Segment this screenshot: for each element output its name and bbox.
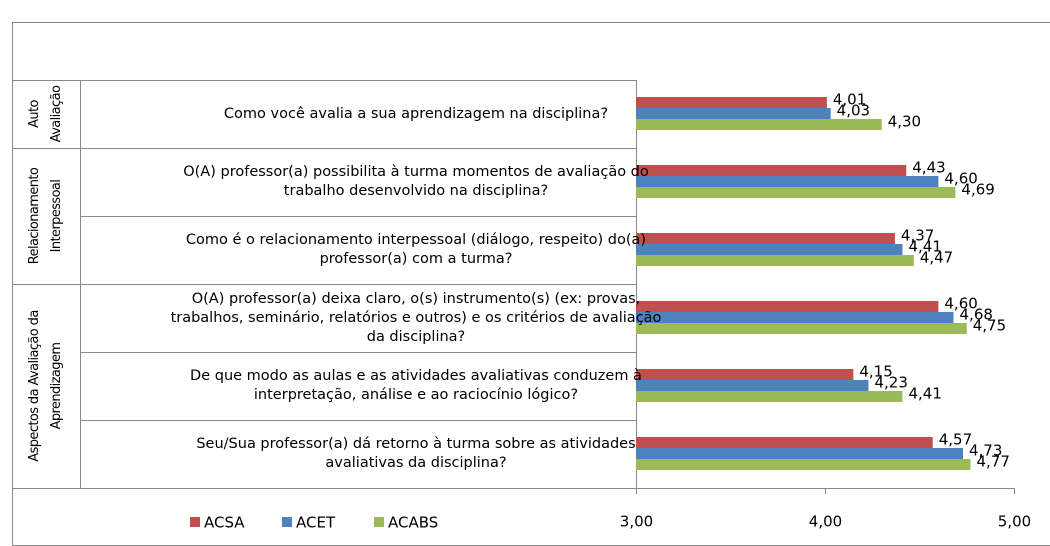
data-label: 4,68 [960,306,993,324]
bar [636,448,963,459]
category-label: O(A) professor(a) possibilita à turma mo… [183,164,649,199]
bar [636,165,907,176]
data-label: 4,43 [912,159,945,177]
bar [636,380,869,391]
bar [636,323,967,334]
category-label: Seu/Sua professor(a) dá retorno à turma … [196,436,636,471]
bar [636,391,903,402]
bar [636,437,933,448]
bar [636,244,903,255]
bar [636,108,831,119]
x-tick-label: 4,00 [809,513,842,531]
bar [636,459,971,470]
data-label: 4,41 [908,385,941,403]
category-label: Como você avalia a sua aprendizagem na d… [223,105,609,122]
data-label: 4,47 [920,249,953,267]
bar [636,369,854,380]
data-label: 4,75 [973,317,1006,335]
bar [636,255,914,266]
legend-swatch [282,517,292,527]
bar [636,233,895,244]
x-tick-label: 3,00 [620,513,653,531]
data-label: 4,30 [888,113,921,131]
data-label: 4,41 [908,238,941,256]
bar [636,312,954,323]
category-label: De que modo as aulas e as atividades ava… [190,368,642,403]
data-label: 4,60 [944,170,977,188]
category-label: O(A) professor(a) deixa claro, o(s) inst… [170,290,662,345]
group-label: Relacionamento Interpessoal [27,167,64,265]
data-label: 4,01 [833,91,866,109]
legend-label: ACABS [388,514,438,532]
legend-swatch [374,517,384,527]
category-label: Como é o relacionamento interpessoal (di… [185,232,647,267]
data-label: 4,23 [874,374,907,392]
group-label: Auto Avaliação [27,85,64,143]
legend-swatch [190,517,200,527]
data-label: 4,37 [901,227,934,245]
bar [636,301,939,312]
data-label: 4,77 [977,453,1010,471]
bar [636,187,956,198]
bar [636,119,882,130]
group-label: Aspectos da Avaliação da Aprendizagem [27,310,64,462]
legend-label: ACET [296,514,336,532]
bar [636,97,827,108]
legend-label: ACSA [204,514,245,532]
data-label: 4,15 [859,363,892,381]
data-label: 4,57 [939,431,972,449]
data-label: 4,60 [944,295,977,313]
x-tick-label: 5,00 [998,513,1031,531]
bar [636,176,939,187]
data-label: 4,03 [837,102,870,120]
data-label: 4,69 [961,181,994,199]
data-label: 4,73 [969,442,1002,460]
